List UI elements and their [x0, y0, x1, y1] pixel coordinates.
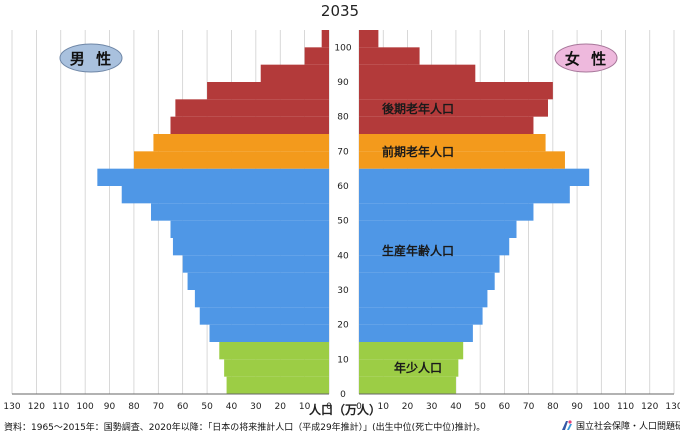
male-bar-age-70	[153, 134, 329, 152]
x-axis-label: 人口（万人）	[309, 402, 381, 417]
male-bar-age-90	[260, 64, 329, 82]
female-bar-age-55	[359, 186, 570, 204]
male-x-tick-label: 130	[3, 402, 20, 412]
male-x-tick-label: 110	[52, 402, 69, 412]
female-bar-age-10	[359, 342, 464, 360]
female-x-tick-label: 120	[641, 402, 658, 412]
male-x-tick-label: 10	[299, 402, 311, 412]
male-x-tick-label: 50	[201, 402, 213, 412]
female-bar-age-25	[359, 290, 488, 308]
age-tick-label: 40	[337, 251, 349, 261]
male-bar-age-65	[133, 151, 329, 169]
female-bar-age-35	[359, 255, 500, 273]
age-tick-label: 0	[340, 390, 346, 400]
female-x-tick-label: 50	[474, 402, 486, 412]
female-bar-age-95	[359, 47, 420, 65]
male-bar-age-30	[187, 272, 329, 290]
female-bar-age-40	[359, 238, 510, 256]
female-bar-age-75	[359, 116, 534, 134]
female-x-tick-label: 20	[402, 402, 414, 412]
female-x-tick-label: 110	[617, 402, 634, 412]
male-bar-age-80	[175, 99, 329, 117]
chart-title: 2035	[321, 2, 359, 20]
male-bar-age-95	[304, 47, 329, 65]
male-x-tick-label: 40	[226, 402, 238, 412]
female-bar-age-20	[359, 307, 483, 325]
age-tick-label: 80	[337, 113, 349, 123]
female-x-tick-label: 0	[356, 402, 362, 412]
female-bar-age-15	[359, 324, 473, 342]
female-x-tick-label: 70	[523, 402, 535, 412]
female-x-tick-label: 130	[665, 402, 680, 412]
female-bar-age-90	[359, 64, 476, 82]
female-bar-age-50	[359, 203, 534, 221]
female-bar-age-60	[359, 168, 590, 186]
female-bar-age-100	[359, 30, 379, 48]
female-bar-age-30	[359, 272, 495, 290]
male-bar-age-60	[97, 168, 329, 186]
female-bar-age-45	[359, 220, 517, 238]
male-bar-age-100	[321, 30, 329, 48]
female-badge: 女 性	[554, 43, 618, 73]
female-label: 女 性	[565, 50, 609, 68]
institute-logo-icon	[562, 420, 572, 430]
group-label-late-elderly: 後期老年人口	[382, 101, 454, 116]
male-bar-age-20	[199, 307, 329, 325]
female-bar-age-80	[359, 99, 548, 117]
male-bar-age-50	[150, 203, 329, 221]
male-x-tick-label: 100	[77, 402, 94, 412]
male-bar-age-45	[170, 220, 329, 238]
female-x-tick-label: 40	[450, 402, 462, 412]
female-bar-age-70	[359, 134, 546, 152]
age-tick-label: 100	[334, 43, 351, 53]
male-x-tick-label: 30	[250, 402, 262, 412]
age-tick-label: 60	[337, 182, 349, 192]
male-bar-age-5	[224, 359, 329, 377]
age-tick-label: 10	[337, 355, 349, 365]
group-label-child: 年少人口	[394, 360, 442, 375]
male-bar-age-35	[182, 255, 329, 273]
age-tick-label: 90	[337, 78, 349, 88]
male-bar-age-85	[207, 82, 329, 100]
male-bar-age-40	[172, 238, 329, 256]
female-x-tick-label: 60	[499, 402, 511, 412]
group-label-early-elderly: 前期老年人口	[382, 144, 454, 159]
male-x-tick-label: 70	[153, 402, 165, 412]
male-badge: 男 性	[59, 43, 123, 73]
female-x-tick-label: 10	[378, 402, 390, 412]
age-tick-label: 50	[337, 217, 349, 227]
male-x-tick-label: 80	[128, 402, 140, 412]
male-bar-age-55	[121, 186, 329, 204]
age-tick-label: 30	[337, 286, 349, 296]
male-x-tick-label: 90	[104, 402, 116, 412]
female-x-tick-label: 100	[593, 402, 610, 412]
male-x-tick-label: 20	[275, 402, 287, 412]
female-x-tick-label: 90	[571, 402, 583, 412]
age-tick-label: 70	[337, 147, 349, 157]
female-bar-age-65	[359, 151, 565, 169]
institute-credit: 国立社会保障・人口問題研究所	[560, 419, 680, 432]
age-tick-label: 20	[337, 321, 349, 331]
male-bar-age-75	[170, 116, 329, 134]
institute-name: 国立社会保障・人口問題研究所	[576, 422, 680, 432]
source-note: 資料：1965〜2015年：国勢調査、2020年以降：「日本の将来推計人口（平成…	[4, 423, 486, 433]
male-x-tick-label: 120	[28, 402, 45, 412]
female-bar-age-0	[359, 376, 456, 394]
female-x-tick-label: 30	[426, 402, 438, 412]
group-label-working-age: 生産年齢人口	[382, 243, 454, 258]
male-bar-age-0	[226, 376, 329, 394]
female-bar-age-85	[359, 82, 553, 100]
male-label: 男 性	[70, 50, 114, 68]
male-bar-age-25	[194, 290, 329, 308]
male-x-tick-label: 60	[177, 402, 189, 412]
male-bar-age-15	[209, 324, 329, 342]
male-bar-age-10	[219, 342, 329, 360]
female-x-tick-label: 80	[547, 402, 559, 412]
female-bar-age-5	[359, 359, 459, 377]
male-x-tick-label: 0	[326, 402, 332, 412]
